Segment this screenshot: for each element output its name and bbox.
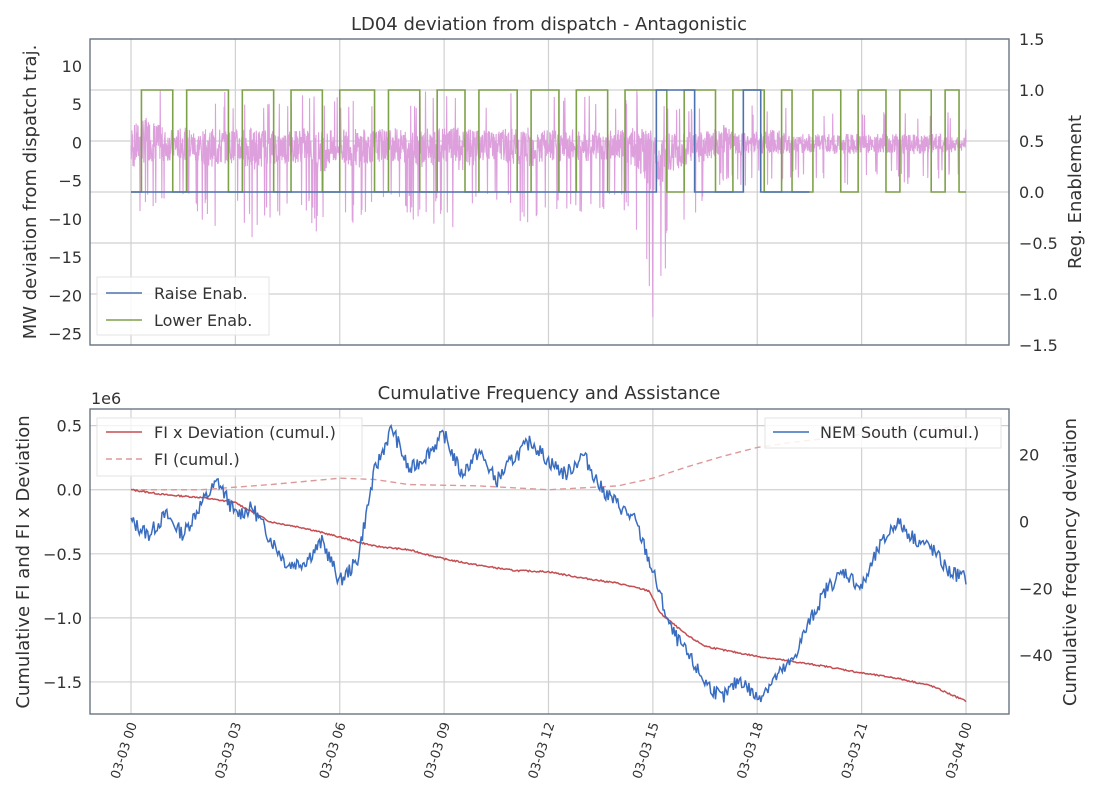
- series-fi-cumul: [131, 424, 967, 491]
- legend-label-lower: Lower Enab.: [154, 311, 252, 330]
- top-series-layer: [130, 89, 967, 317]
- y2-tick-label: 0.5: [1019, 132, 1044, 151]
- top-y2-axis-label: Reg. Enablement: [1065, 115, 1086, 269]
- x-tick-label: 03-03 09: [422, 721, 454, 781]
- x-tick-label: 03-03 18: [735, 721, 767, 781]
- y2-tick-label: 1.0: [1019, 81, 1044, 100]
- bottom-y-axis-label: Cumulative FI and FI x Deviation: [13, 415, 34, 708]
- bottom-y-ticks: 0.5 0.0 −0.5 −1.0 −1.5: [43, 417, 82, 692]
- y-tick-label: −25: [48, 325, 82, 344]
- series-fi-x-deviation-cumul: [130, 488, 967, 703]
- legend-label-raise: Raise Enab.: [154, 284, 248, 303]
- y2-tick-label: −0.5: [1019, 234, 1058, 253]
- top-y2-ticks: 1.5 1.0 0.5 0.0 −0.5 −1.0 −1.5: [1019, 30, 1058, 355]
- y-tick-label: 0.0: [57, 481, 82, 500]
- x-tick-label: 03-03 03: [213, 721, 245, 781]
- series-mw-deviation: [130, 89, 967, 317]
- y2-tick-label: 0.0: [1019, 183, 1044, 202]
- legend-label-fi: FI (cumul.): [154, 450, 240, 469]
- x-tick-label: 03-03 21: [839, 721, 871, 781]
- y2-tick-label: 0: [1019, 512, 1029, 531]
- bottom-title: Cumulative Frequency and Assistance: [378, 383, 721, 404]
- top-y-axis-label: MW deviation from dispatch traj.: [20, 45, 41, 340]
- top-y-ticks: 10 5 0 −5 −10 −15 −20 −25: [48, 57, 82, 344]
- x-tick-label: 03-03 12: [526, 721, 558, 781]
- y2-tick-label: 1.5: [1019, 30, 1044, 49]
- bottom-x-ticks: 03-03 00 03-03 03 03-03 06 03-03 09 03-03 12…: [108, 721, 975, 781]
- bottom-y2-axis-label: Cumulative frequency deviation: [1060, 418, 1081, 706]
- y-tick-label: 0: [72, 133, 82, 152]
- bottom-left-legend: FI x Deviation (cumul.) FI (cumul.): [96, 417, 363, 477]
- y-tick-label: −15: [48, 248, 82, 267]
- y-tick-label: 10: [62, 57, 82, 76]
- x-tick-label: 03-03 15: [630, 721, 662, 781]
- y-tick-label: −0.5: [43, 545, 82, 564]
- y2-tick-label: −40: [1019, 646, 1053, 665]
- bottom-right-legend-box: [764, 417, 1002, 449]
- x-tick-label: 03-03 06: [317, 721, 349, 781]
- y-tick-label: −20: [48, 286, 82, 305]
- top-title: LD04 deviation from dispatch - Antagonis…: [351, 14, 747, 35]
- y-tick-label: 5: [72, 95, 82, 114]
- top-chart: LD04 deviation from dispatch - Antagonis…: [20, 14, 1086, 355]
- series-nem-south-cumul: [130, 423, 967, 703]
- top-plot-frame: [89, 38, 1010, 346]
- y-tick-label: −1.0: [43, 609, 82, 628]
- y-tick-label: 0.5: [57, 417, 82, 436]
- bottom-chart: Cumulative Frequency and Assistance 1e6 …: [13, 383, 1081, 781]
- y2-tick-label: −20: [1019, 579, 1053, 598]
- series-raise-enab: [131, 89, 810, 193]
- legend-label-fi-x-deviation: FI x Deviation (cumul.): [154, 423, 336, 442]
- top-legend-box: [96, 276, 270, 336]
- x-tick-label: 03-03 00: [108, 721, 140, 781]
- y-tick-label: −10: [48, 210, 82, 229]
- bottom-left-legend-box: [96, 417, 363, 477]
- y-tick-label: −5: [58, 172, 82, 191]
- y2-tick-label: −1.5: [1019, 336, 1058, 355]
- y2-tick-label: −1.0: [1019, 285, 1058, 304]
- bottom-plot-frame: [89, 408, 1010, 715]
- bottom-series-layer: [130, 423, 967, 703]
- y2-tick-label: 20: [1019, 445, 1039, 464]
- legend-label-nem-south: NEM South (cumul.): [820, 423, 979, 442]
- y-axis-multiplier: 1e6: [91, 389, 121, 408]
- bottom-right-legend: NEM South (cumul.): [764, 417, 1002, 449]
- y-tick-label: −1.5: [43, 673, 82, 692]
- x-tick-label: 03-04 00: [943, 721, 975, 781]
- bottom-y2-ticks: 20 0 −20 −40: [1019, 445, 1053, 665]
- top-legend: Raise Enab. Lower Enab.: [96, 276, 270, 336]
